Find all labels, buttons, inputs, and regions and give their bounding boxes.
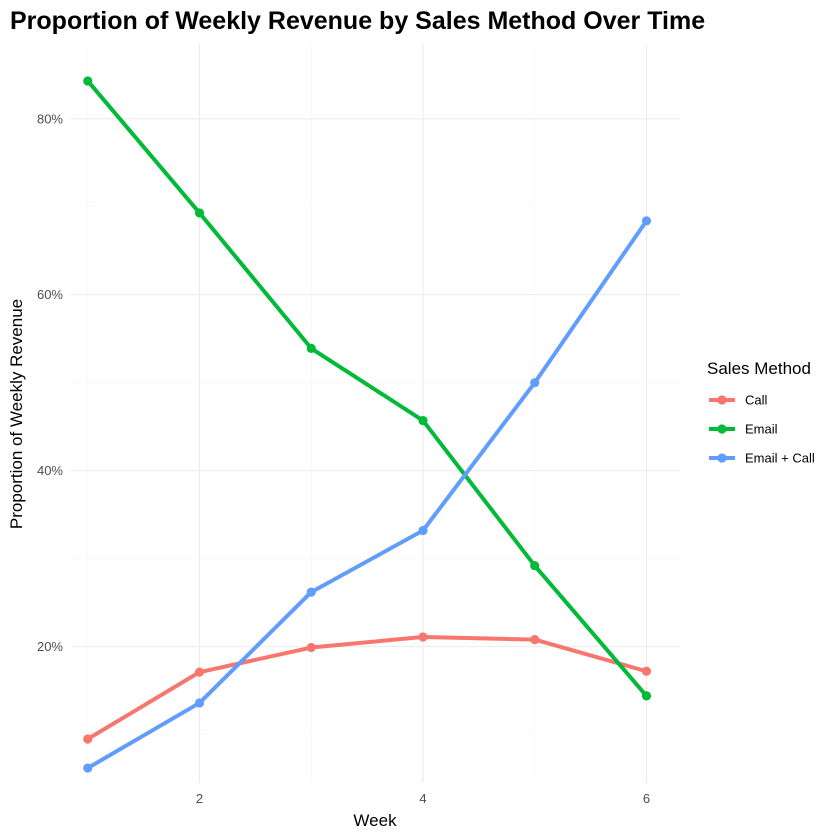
- data-point-email-call: [306, 587, 316, 597]
- data-point-email-call: [530, 378, 540, 388]
- data-point-call: [418, 632, 428, 642]
- data-point-call: [306, 642, 316, 653]
- chart-title: Proportion of Weekly Revenue by Sales Me…: [10, 7, 705, 35]
- data-point-email: [306, 343, 316, 353]
- y-axis-title: Proportion of Weekly Revenue: [7, 299, 26, 529]
- legend-key-point-email: [717, 424, 727, 434]
- major-gridlines: [71, 44, 680, 783]
- data-point-email-call: [641, 216, 652, 226]
- data-point-email-call: [83, 763, 93, 773]
- x-tick-label: 6: [643, 791, 650, 806]
- x-axis-title: Week: [353, 811, 397, 830]
- data-point-email: [83, 76, 93, 86]
- legend-key-point-call: [717, 395, 727, 405]
- data-point-call: [530, 634, 540, 645]
- data-point-call: [641, 666, 652, 676]
- data-point-email-call: [194, 698, 205, 708]
- legend-label-call: Call: [745, 393, 768, 408]
- legend-label-email-call: Email + Call: [745, 451, 815, 466]
- legend-key-point-email-call: [717, 453, 727, 463]
- series-lines: [83, 76, 652, 773]
- series-line-email-call: [86, 219, 649, 770]
- x-axis-ticks: 2 4 6: [196, 791, 650, 806]
- series-line-call: [86, 634, 648, 741]
- x-tick-label: 2: [196, 791, 203, 806]
- legend: Sales Method Call Email Email + Call: [707, 359, 815, 466]
- y-tick-label: 80%: [37, 111, 63, 126]
- y-axis-ticks: 20% 40% 60% 80%: [37, 111, 63, 654]
- x-tick-label: 4: [419, 791, 426, 806]
- y-tick-label: 60%: [37, 287, 63, 302]
- minor-gridlines: [71, 44, 680, 783]
- series-line-email: [86, 79, 648, 698]
- data-point-call: [83, 734, 93, 744]
- y-tick-label: 20%: [37, 639, 63, 654]
- data-point-email: [530, 561, 540, 571]
- legend-label-email: Email: [745, 422, 778, 437]
- data-point-email: [418, 415, 428, 426]
- data-point-call: [194, 667, 205, 677]
- y-tick-label: 40%: [37, 463, 63, 478]
- data-point-email-call: [418, 525, 428, 536]
- data-point-email: [641, 691, 652, 701]
- data-point-email: [194, 208, 205, 218]
- legend-title: Sales Method: [707, 359, 811, 378]
